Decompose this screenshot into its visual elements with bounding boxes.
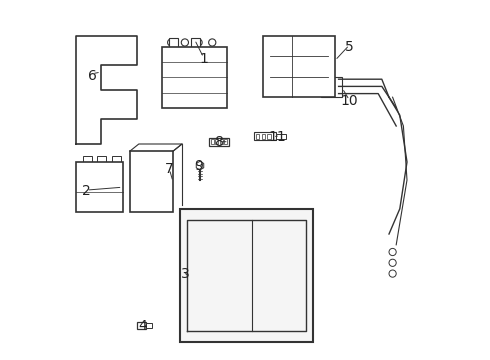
Circle shape bbox=[389, 248, 396, 256]
Circle shape bbox=[274, 39, 280, 44]
Text: 1: 1 bbox=[199, 53, 208, 66]
Circle shape bbox=[181, 39, 189, 46]
Bar bbox=[262, 134, 265, 139]
Bar bbox=[83, 156, 92, 162]
Bar bbox=[180, 209, 314, 342]
Circle shape bbox=[187, 310, 202, 324]
Bar bbox=[224, 139, 227, 144]
Bar bbox=[254, 132, 275, 140]
Circle shape bbox=[168, 39, 175, 46]
Circle shape bbox=[296, 39, 302, 44]
Text: 3: 3 bbox=[181, 267, 190, 280]
Circle shape bbox=[262, 240, 271, 249]
Circle shape bbox=[389, 259, 396, 266]
Bar bbox=[270, 317, 286, 331]
Bar bbox=[195, 317, 211, 331]
Circle shape bbox=[195, 39, 202, 46]
Bar bbox=[76, 162, 122, 212]
Circle shape bbox=[288, 240, 296, 249]
Bar bbox=[256, 134, 259, 139]
Bar bbox=[268, 134, 271, 139]
Circle shape bbox=[197, 240, 206, 249]
Circle shape bbox=[318, 39, 323, 44]
Text: 2: 2 bbox=[82, 184, 91, 198]
Circle shape bbox=[389, 270, 396, 277]
Bar bbox=[162, 47, 227, 108]
Text: 7: 7 bbox=[165, 162, 174, 176]
Bar bbox=[112, 156, 121, 162]
Bar bbox=[216, 139, 219, 144]
Text: 4: 4 bbox=[138, 319, 147, 333]
Text: 5: 5 bbox=[345, 40, 354, 54]
Circle shape bbox=[209, 39, 216, 46]
Bar bbox=[220, 317, 236, 331]
Text: 8: 8 bbox=[216, 135, 224, 149]
Bar bbox=[191, 38, 200, 47]
Bar bbox=[245, 317, 261, 331]
Text: 9: 9 bbox=[194, 159, 203, 172]
Text: 10: 10 bbox=[341, 94, 358, 108]
Bar bbox=[137, 322, 146, 329]
Bar bbox=[98, 156, 106, 162]
Bar bbox=[275, 134, 286, 139]
Circle shape bbox=[234, 310, 248, 324]
Bar bbox=[211, 139, 214, 144]
Text: 6: 6 bbox=[88, 69, 97, 82]
Circle shape bbox=[192, 314, 197, 320]
Text: 11: 11 bbox=[269, 130, 286, 144]
Circle shape bbox=[239, 314, 245, 320]
Bar bbox=[220, 139, 222, 144]
Bar bbox=[146, 323, 152, 328]
Bar bbox=[209, 138, 229, 146]
Bar bbox=[263, 36, 335, 97]
Bar bbox=[130, 151, 173, 212]
Bar bbox=[170, 38, 178, 47]
Circle shape bbox=[233, 240, 242, 249]
Bar bbox=[320, 77, 342, 97]
